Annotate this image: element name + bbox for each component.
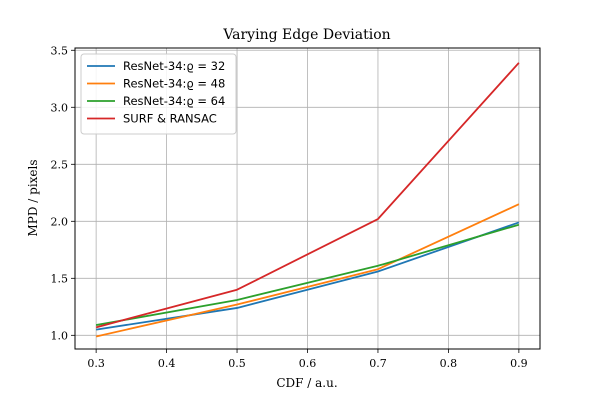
series-line-4 [95, 62, 520, 329]
x-tick-label: 0.4 [158, 357, 176, 370]
chart-title: Varying Edge Deviation [222, 27, 390, 43]
series-line-2 [95, 203, 520, 338]
y-tick-label: 1.0 [51, 329, 69, 342]
x-tick-label: 0.5 [228, 357, 246, 370]
legend-label-4: SURF & RANSAC [123, 112, 217, 126]
legend-label-2: ResNet-34:ϱ = 48 [123, 77, 225, 91]
x-tick-label: 0.6 [299, 357, 317, 370]
x-tick-label: 0.7 [369, 357, 387, 370]
series-layer [95, 62, 520, 338]
x-tick-label: 0.9 [510, 357, 528, 370]
legend-label-1: ResNet-34:ϱ = 32 [123, 59, 225, 73]
y-tick-label: 3.0 [51, 101, 69, 114]
series-line-1 [96, 221, 520, 331]
legend-box [80, 53, 237, 135]
x-tick-label: 0.8 [440, 357, 458, 370]
legend-label-3: ResNet-34:ϱ = 64 [123, 94, 225, 108]
x-axis-label: CDF / a.u. [276, 376, 337, 390]
y-tick-label: 2.0 [51, 215, 69, 228]
legend: ResNet-34:ϱ = 32 ResNet-34:ϱ = 48 ResNet-3… [80, 53, 237, 135]
grid-layer [75, 48, 540, 349]
y-axis-label: MPD / pixels [26, 159, 40, 236]
y-tick-label: 1.5 [51, 272, 69, 285]
series-line-3 [95, 223, 520, 326]
y-tick-label: 2.5 [51, 158, 69, 171]
ticks-layer: 0.3 0.4 0.5 0.6 0.7 0.8 0.9 1.0 1.5 2.0 2.5 3.0 3.5 [51, 44, 528, 370]
x-tick-label: 0.3 [87, 357, 105, 370]
y-tick-label: 3.5 [51, 44, 69, 57]
